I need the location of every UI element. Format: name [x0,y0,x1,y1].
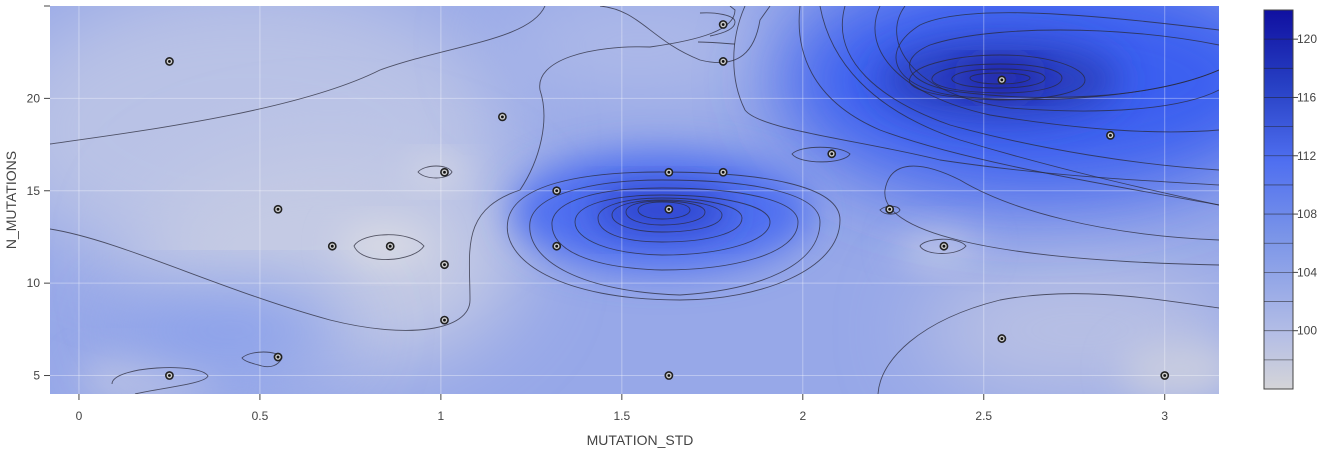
data-point [718,57,728,66]
colorbar-tick-label: 104 [1297,265,1317,279]
data-point [718,20,728,29]
data-point [165,57,174,66]
data-point [440,167,449,177]
y-tick-label: 10 [27,276,41,290]
data-point [664,167,674,177]
data-point [1160,371,1170,380]
data-point [273,352,283,362]
data-point [273,204,283,214]
data-point [552,241,562,251]
data-point [939,241,949,251]
y-tick-label: 20 [27,91,41,105]
data-point [827,149,837,159]
contour-fill [50,6,1219,394]
colorbar-tick-label: 112 [1297,149,1316,163]
x-axis-title: MUTATION_STD [587,432,694,448]
data-point [440,315,449,325]
colorbar-tick-label: 116 [1297,90,1316,104]
x-tick-label: 3 [1161,409,1168,423]
data-point [664,204,674,214]
data-point [440,260,449,270]
y-tick-label: 5 [33,369,40,383]
x-tick-label: 2 [799,409,806,423]
data-points [165,20,1170,380]
colorbar-tick-label: 120 [1297,32,1317,46]
data-point [1106,130,1115,140]
y-axis-title: N_MUTATIONS [3,151,19,249]
x-tick-label: 0 [76,409,83,423]
colorbar-gradient [1263,9,1294,390]
x-tick-label: 1.5 [613,409,630,423]
data-point [885,204,895,214]
x-tick-label: 2.5 [975,409,992,423]
x-tick-label: 1 [438,409,445,423]
colorbar-ticks: 100 104 108 112 116 120 [1264,32,1317,361]
y-axis: 5 10 15 20 [27,5,50,383]
data-point [997,75,1007,85]
data-point [497,112,507,122]
data-point [385,241,395,251]
x-axis: 0 0.5 1 1.5 2 2.5 3 [76,394,1168,423]
data-point [552,186,562,196]
x-tick-label: 0.5 [252,409,269,423]
colorbar-tick-label: 108 [1297,207,1317,221]
data-point [997,334,1007,343]
gridlines [50,6,1219,394]
colorbar-tick-label: 100 [1297,324,1317,338]
y-tick-label: 15 [27,184,41,198]
data-point [327,241,337,251]
data-point [165,371,174,380]
data-point [664,371,674,380]
contour-lines [50,6,1219,394]
colorbar: 100 104 108 112 116 120 [1263,9,1317,390]
data-point [718,167,728,177]
